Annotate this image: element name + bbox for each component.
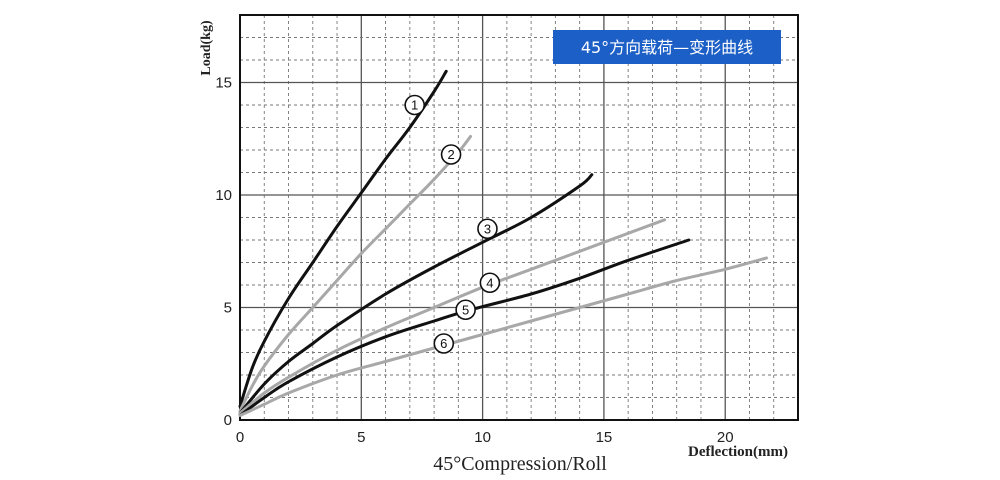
y-axis-label: Load(kg) xyxy=(199,20,214,76)
x-tick-label: 0 xyxy=(236,429,244,446)
x-axis-unit-label: Deflection(mm) xyxy=(688,444,788,460)
series-curve-6 xyxy=(238,256,768,417)
marker-label: 1 xyxy=(411,98,418,113)
marker-label: 4 xyxy=(486,275,493,290)
marker-circle xyxy=(477,218,498,240)
marker-label: 2 xyxy=(447,147,454,162)
series-curve-1 xyxy=(238,69,448,408)
marker-label: 3 xyxy=(484,221,491,236)
y-tick-label: 15 xyxy=(215,75,232,92)
marker-circle xyxy=(404,94,425,116)
y-tick-label: 5 xyxy=(224,300,232,317)
marker-circle xyxy=(433,333,455,354)
x-tick-label: 15 xyxy=(596,429,613,446)
series-curve-2 xyxy=(238,135,472,413)
x-tick-label: 20 xyxy=(717,429,734,446)
marker-label: 5 xyxy=(462,302,469,317)
plot-frame xyxy=(239,14,799,421)
series-marker-4: 4 xyxy=(479,272,501,294)
series-curve-4 xyxy=(238,218,667,415)
series-marker-6: 6 xyxy=(433,333,455,354)
marker-label: 6 xyxy=(440,336,447,351)
x-tick-label: 5 xyxy=(357,429,365,446)
series-marker-5: 5 xyxy=(455,299,476,321)
series-marker-3: 3 xyxy=(477,218,498,240)
series-marker-1: 1 xyxy=(404,94,425,116)
grid xyxy=(240,15,798,420)
chart-title: 45°方向载荷—变形曲线 xyxy=(581,38,753,57)
series-curve-3 xyxy=(238,173,594,415)
y-tick-label: 0 xyxy=(224,412,232,429)
series-marker-2: 2 xyxy=(440,144,462,165)
series-curve-5 xyxy=(238,238,691,417)
marker-circle xyxy=(455,299,476,321)
marker-circle xyxy=(440,144,462,165)
x-axis-label: 45°Compression/Roll xyxy=(433,453,607,475)
series-markers: 1 2 3 4 5 6 xyxy=(404,94,501,354)
x-tick-label: 10 xyxy=(474,429,491,446)
chart-title-box xyxy=(553,30,781,64)
y-tick-label: 10 xyxy=(215,187,232,204)
series-curves xyxy=(238,69,768,417)
marker-circle xyxy=(479,272,501,294)
